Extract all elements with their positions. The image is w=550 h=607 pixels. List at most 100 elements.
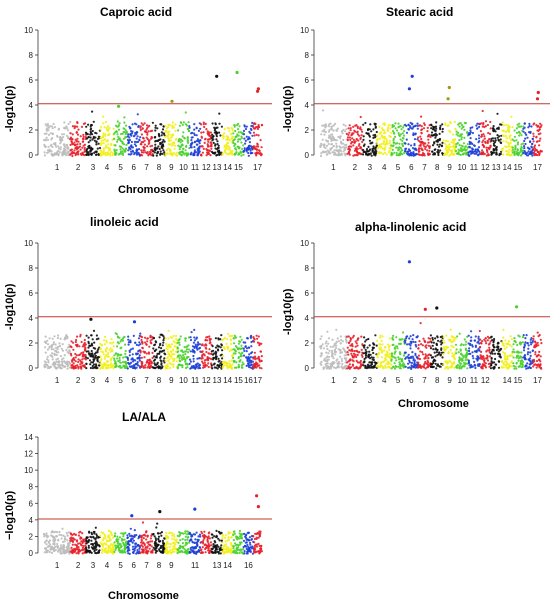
snp-point [416, 122, 419, 125]
snp-point [454, 149, 458, 153]
snp-point [206, 357, 209, 360]
snp-point [194, 367, 197, 370]
snp-point [191, 345, 194, 348]
snp-point [422, 141, 425, 144]
snp-point [186, 127, 189, 130]
snp-point [143, 139, 146, 142]
snp-point [476, 349, 479, 352]
snp-point [52, 122, 55, 126]
snp-point [326, 358, 329, 362]
snp-point [106, 353, 109, 356]
snp-point [473, 144, 476, 147]
snp-point [53, 126, 57, 129]
snp-point [51, 344, 54, 347]
snp-point [374, 133, 377, 136]
snp-point [327, 142, 330, 146]
snp-point [370, 365, 373, 369]
snp-point [54, 153, 57, 156]
snp-point [496, 352, 499, 355]
snp-point [493, 346, 496, 349]
snp-point [524, 132, 527, 135]
snp-point [408, 366, 411, 369]
snp-point [180, 144, 183, 147]
snp-point [511, 138, 514, 141]
snp-point [376, 139, 379, 142]
snp-point [415, 356, 418, 359]
snp-point [231, 149, 234, 152]
snp-point [90, 361, 93, 364]
snp-point [204, 138, 207, 141]
snp-point [211, 139, 214, 142]
snp-point [119, 340, 122, 343]
snp-point [339, 137, 342, 140]
snp-point [452, 346, 455, 349]
snp-point [258, 364, 261, 367]
snp-point [434, 337, 437, 340]
snp-point [231, 363, 234, 366]
snp-point [87, 340, 90, 343]
snp-point [243, 148, 246, 151]
snp-point [488, 346, 491, 349]
snp-point [455, 352, 458, 355]
snp-point [476, 122, 479, 125]
snp-point [79, 148, 82, 151]
snp-point [221, 357, 224, 360]
snp-point [110, 338, 113, 341]
snp-point [353, 349, 356, 353]
snp-point [347, 360, 350, 363]
snp-point [467, 334, 470, 337]
snp-point [158, 336, 161, 339]
x-tick-label: 10 [457, 163, 466, 172]
snp-point [535, 124, 538, 127]
snp-point [368, 350, 371, 353]
snp-point [161, 349, 164, 353]
snp-point [358, 134, 361, 137]
snp-point [144, 336, 147, 339]
snp-point [394, 142, 397, 145]
snp-point [391, 148, 394, 151]
snp-point [523, 358, 526, 361]
x-tick-label: 7 [422, 376, 427, 385]
snp-point [168, 358, 171, 361]
snp-point [207, 140, 210, 143]
snp-point [369, 152, 372, 155]
top-hit-point [235, 70, 239, 75]
snp-point [156, 152, 159, 155]
snp-point [237, 356, 240, 359]
snp-point [186, 137, 189, 140]
snp-point [103, 126, 106, 129]
snp-point [151, 121, 154, 124]
snp-point [338, 145, 341, 148]
snp-point [439, 124, 442, 127]
snp-point [51, 337, 54, 340]
snp-point [161, 128, 165, 131]
snp-point [349, 127, 352, 130]
snp-point [496, 342, 499, 345]
top-hit-point [89, 317, 93, 321]
snp-point [529, 351, 532, 354]
snp-point [443, 347, 446, 350]
snp-point [97, 152, 100, 156]
snp-point [217, 146, 220, 149]
snp-point [154, 124, 157, 127]
snp-point [256, 143, 259, 146]
snp-point [221, 152, 224, 155]
snp-point [431, 144, 435, 147]
snp-point [320, 352, 323, 355]
snp-point [114, 124, 118, 127]
snp-point [191, 366, 195, 369]
y-tick-label: 8 [29, 264, 34, 273]
snp-point [519, 356, 522, 359]
snp-point [155, 341, 158, 344]
snp-point [528, 147, 531, 150]
snp-point [59, 549, 62, 552]
x-axis-label: Chromosome [398, 398, 469, 410]
snp-point [539, 125, 542, 128]
snp-point [257, 149, 261, 152]
snp-point [124, 136, 127, 139]
snp-point [153, 343, 157, 346]
snp-point [230, 367, 234, 370]
snp-point [435, 121, 438, 124]
x-tick-label: 17 [533, 163, 542, 172]
y-tick-label: 8 [29, 51, 34, 60]
